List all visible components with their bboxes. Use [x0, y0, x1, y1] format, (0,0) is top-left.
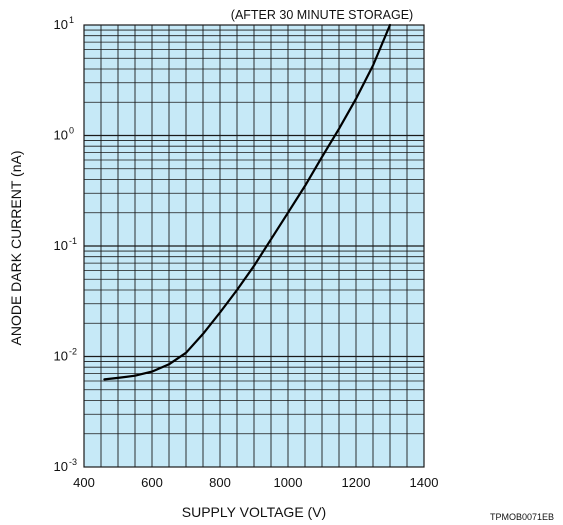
y-tick-exponent: -2: [69, 347, 77, 357]
grid-lines: [84, 25, 424, 467]
x-tick-label: 1200: [342, 475, 371, 490]
y-tick-label: 10: [54, 128, 68, 143]
x-tick-labels: 400 600 800 1000 1200 1400: [73, 475, 438, 490]
x-tick-label: 1400: [410, 475, 439, 490]
y-tick-label: 10: [54, 459, 68, 474]
plot-frame: [83, 24, 425, 468]
y-tick-exponent: -3: [69, 457, 77, 467]
y-tick-exponent: -1: [69, 236, 77, 246]
y-tick-exponent: 1: [69, 15, 74, 25]
y-tick-label: 10: [54, 238, 68, 253]
y-tick-label: 10: [54, 17, 68, 32]
x-axis-label: SUPPLY VOLTAGE (V): [182, 504, 326, 520]
x-tick-label: 600: [141, 475, 163, 490]
x-tick-label: 800: [209, 475, 231, 490]
figure-code: TPMOB0071EB: [490, 512, 554, 522]
y-axis-label: ANODE DARK CURRENT (nA): [8, 151, 24, 346]
y-tick-exponent: 0: [69, 126, 74, 136]
dark-current-curve: [103, 23, 392, 381]
x-tick-label: 400: [73, 475, 95, 490]
x-tick-label: 1000: [274, 475, 303, 490]
y-tick-label: 10: [54, 349, 68, 364]
annotation-storage: (AFTER 30 MINUTE STORAGE): [231, 8, 413, 22]
